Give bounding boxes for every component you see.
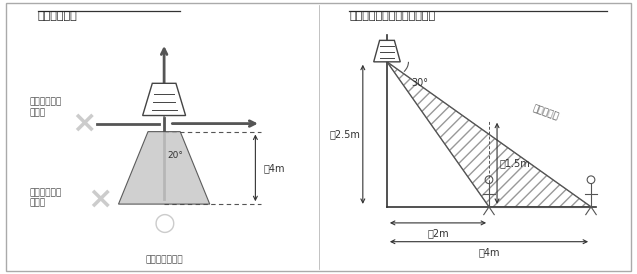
Text: 検知エリア: 検知エリア — [531, 104, 559, 122]
Text: 30°: 30° — [411, 78, 428, 88]
Text: ○: ○ — [153, 211, 175, 235]
Text: 約4m: 約4m — [478, 247, 500, 257]
Text: 横から見た図（正面のとき）: 横から見た図（正面のとき） — [350, 11, 436, 21]
Text: ×: × — [87, 184, 113, 213]
Polygon shape — [374, 40, 400, 62]
Text: 正面からの進入: 正面からの進入 — [145, 255, 183, 264]
Polygon shape — [143, 83, 185, 116]
Text: 正面以外から
の進入: 正面以外から の進入 — [30, 188, 62, 207]
Polygon shape — [118, 132, 210, 204]
Text: 約2.5m: 約2.5m — [329, 129, 360, 139]
Text: 上から見た図: 上から見た図 — [38, 11, 78, 21]
Text: 約2m: 約2m — [427, 228, 449, 238]
Text: ×: × — [71, 109, 96, 138]
Text: 約1.5m: 約1.5m — [500, 158, 531, 168]
Text: 20°: 20° — [167, 151, 183, 160]
Text: 約4m: 約4m — [264, 163, 285, 173]
Text: 横切るように
に進入: 横切るように に進入 — [30, 98, 62, 117]
